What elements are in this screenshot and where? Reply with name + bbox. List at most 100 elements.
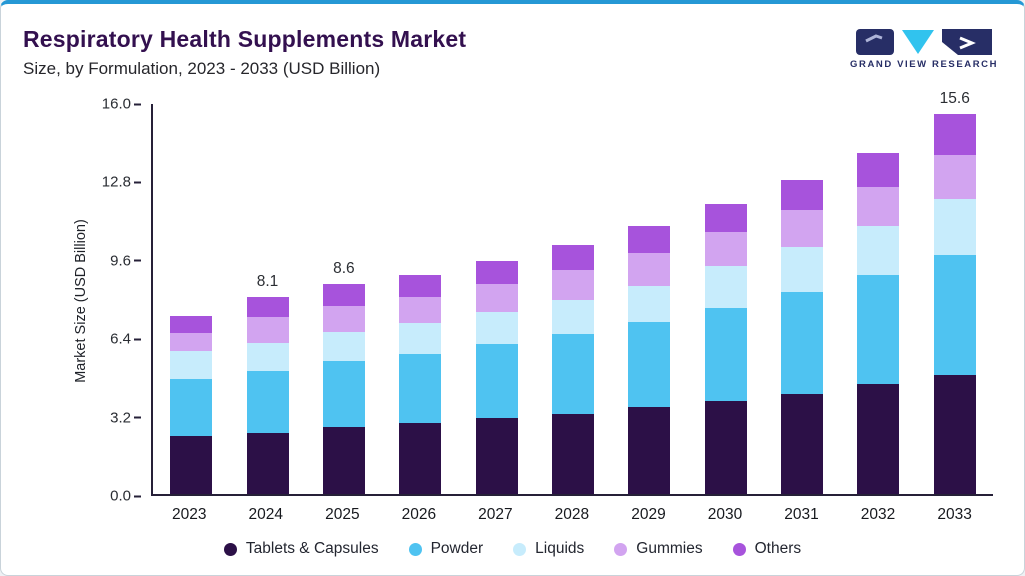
- bar-segment-liquids: [322, 331, 365, 362]
- bar-segment-liquids: [704, 266, 747, 308]
- bar-segment-gummies: [704, 231, 747, 267]
- y-axis-ticks: 16.0 12.8 9.6 6.4 3.2 0.0: [89, 96, 142, 505]
- x-axis-tick-label: 2029: [631, 506, 666, 523]
- bar-segment-tablets-capsules: [933, 374, 976, 494]
- bar-segment-powder: [704, 307, 747, 402]
- legend-label: Others: [754, 540, 802, 557]
- bar-segment-powder: [628, 322, 671, 408]
- gvr-logo-icon: [856, 29, 992, 55]
- bar-segment-liquids: [857, 225, 900, 275]
- bar-2033: 15.6: [933, 90, 976, 494]
- gvr-logo-text: GRAND VIEW RESEARCH: [850, 59, 999, 70]
- bar-2029: [628, 104, 671, 494]
- x-axis-tick-label: 2032: [860, 506, 896, 523]
- bar-2030: [704, 104, 747, 494]
- x-axis-labels: 2023 2024 2025 2026 2027 2028 2029 2030 2031 2032…: [151, 506, 993, 524]
- legend-dot-icon: [223, 542, 237, 556]
- bar-segment-others: [322, 284, 365, 307]
- chart-legend: Tablets & Capsules Powder Liquids Gummies Ot…: [1, 540, 1024, 558]
- x-axis-tick-label: 2026: [401, 506, 437, 523]
- bar-2025: 8.6: [322, 104, 365, 494]
- legend-label: Gummies: [636, 540, 703, 557]
- bar-total-label: 15.6: [939, 89, 970, 107]
- bar-2024: 8.1: [246, 104, 289, 494]
- bar-2026: [399, 104, 442, 494]
- x-axis-tick-label: 2028: [554, 506, 590, 523]
- legend-item-liquids: Liquids: [513, 540, 584, 558]
- legend-item-others: Others: [732, 540, 802, 558]
- bar-2032: [857, 104, 900, 494]
- bar-segment-tablets-capsules: [704, 401, 747, 494]
- y-axis-title: Market Size (USD Billion): [73, 219, 89, 383]
- bar-segment-others: [781, 179, 824, 211]
- bar-segment-gummies: [170, 333, 213, 352]
- bar-segment-tablets-capsules: [857, 384, 900, 494]
- y-axis-tick-label: 6.4: [110, 330, 141, 348]
- bar-segment-tablets-capsules: [628, 407, 671, 494]
- x-axis-tick-label: 2033: [937, 506, 972, 523]
- bar-segment-powder: [170, 379, 213, 436]
- bar-segment-powder: [781, 291, 824, 395]
- bar-segment-tablets-capsules: [246, 433, 289, 494]
- grand-view-research-logo: GRAND VIEW RESEARCH: [850, 28, 998, 70]
- bar-segment-powder: [246, 370, 289, 434]
- bar-segment-tablets-capsules: [399, 423, 442, 494]
- x-axis-tick-label: 2031: [784, 506, 819, 523]
- x-axis-tick-label: 2027: [478, 506, 513, 523]
- bar-segment-gummies: [322, 306, 365, 332]
- legend-label: Tablets & Capsules: [245, 540, 379, 557]
- bar-segment-powder: [475, 344, 518, 419]
- bar-segment-liquids: [933, 199, 976, 256]
- legend-item-powder: Powder: [408, 540, 483, 558]
- x-axis-tick-label: 2030: [707, 506, 743, 523]
- bar-segment-powder: [399, 353, 442, 424]
- y-axis-tick-label: 16.0: [101, 95, 142, 113]
- bar-segment-gummies: [628, 252, 671, 286]
- legend-dot-icon: [732, 542, 746, 556]
- bar-segment-liquids: [781, 246, 824, 292]
- bar-segment-others: [246, 296, 289, 318]
- bar-segment-liquids: [475, 312, 518, 345]
- bar-segment-others: [399, 274, 442, 297]
- legend-dot-icon: [513, 542, 527, 556]
- bar-segment-powder: [857, 274, 900, 385]
- bar-2027: [475, 104, 518, 494]
- y-axis-tick-label: 9.6: [110, 252, 141, 270]
- x-axis-tick-label: 2025: [325, 506, 360, 523]
- chart-subtitle: Size, by Formulation, 2023 - 2033 (USD B…: [23, 59, 381, 78]
- bar-segment-liquids: [170, 351, 213, 380]
- y-axis-tick-label: 0.0: [110, 487, 141, 505]
- bar-segment-powder: [322, 361, 365, 427]
- bar-segment-tablets-capsules: [781, 394, 824, 494]
- bar-segment-gummies: [857, 186, 900, 226]
- bar-segment-others: [170, 316, 213, 334]
- bar-segment-liquids: [628, 285, 671, 323]
- bar-segment-tablets-capsules: [551, 413, 594, 494]
- bar-2023: [170, 104, 213, 494]
- legend-item-gummies: Gummies: [614, 540, 703, 558]
- bar-segment-others: [704, 203, 747, 232]
- bar-segment-tablets-capsules: [322, 426, 365, 494]
- bar-segment-liquids: [246, 342, 289, 371]
- y-axis-tick-label: 12.8: [101, 173, 142, 191]
- bar-segment-gummies: [399, 296, 442, 324]
- y-axis-tick-label: 3.2: [110, 409, 141, 427]
- bar-segment-others: [551, 245, 594, 270]
- x-axis-tick-label: 2023: [172, 506, 207, 523]
- x-axis-tick-label: 2024: [248, 506, 284, 523]
- bar-segment-others: [857, 152, 900, 187]
- bar-segment-gummies: [933, 155, 976, 200]
- bar-segment-others: [933, 113, 976, 156]
- legend-dot-icon: [614, 542, 628, 556]
- bar-segment-powder: [933, 255, 976, 375]
- bar-segment-powder: [551, 334, 594, 414]
- bar-segment-others: [628, 225, 671, 253]
- bar-segment-gummies: [475, 284, 518, 313]
- legend-item-tablets-capsules: Tablets & Capsules: [223, 540, 379, 558]
- bar-segment-liquids: [551, 300, 594, 335]
- legend-label: Liquids: [535, 540, 585, 557]
- bar-segment-tablets-capsules: [475, 418, 518, 494]
- bar-segment-others: [475, 261, 518, 285]
- plot-area: 8.1 8.6 15.6: [151, 90, 993, 496]
